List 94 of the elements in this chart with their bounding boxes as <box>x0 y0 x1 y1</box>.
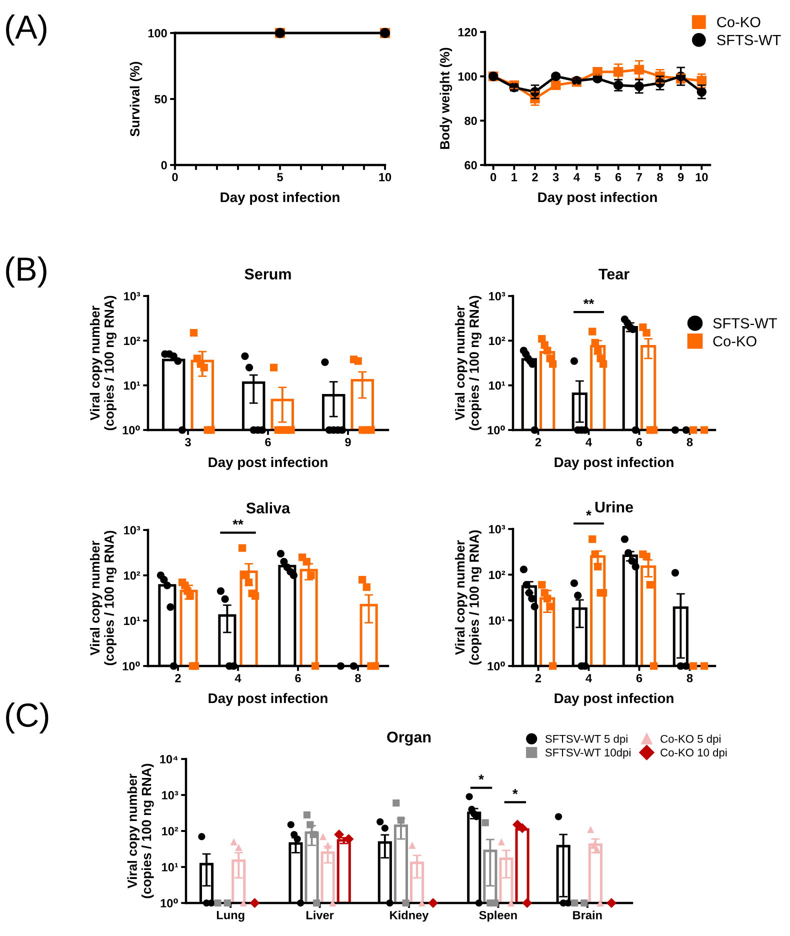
x-axis-title: Day post infection <box>208 456 328 470</box>
x-tick-label: 3 <box>184 438 191 446</box>
chart-title: Tear <box>598 268 630 280</box>
y-tick-label: 10⁰ <box>160 898 178 908</box>
y-tick-label: 10² <box>124 571 140 580</box>
legend-label: SFTSV-WT 10dpi <box>545 748 630 759</box>
x-tick-label: 4 <box>586 674 592 682</box>
x-tick-label: 4 <box>234 674 242 682</box>
y-tick-label: 10¹ <box>162 863 178 872</box>
x-tick-label: Brain <box>573 910 602 920</box>
y-tick-label: 0 <box>161 161 167 170</box>
y-axis-title: Viral copy number (copies / 100 ng RNA) <box>454 296 482 430</box>
y-axis-title: Viral copy number (copies / 100 ng RNA) <box>90 296 117 430</box>
x-axis-title: Day post infection <box>554 692 674 706</box>
y-tick-label: 80 <box>464 116 477 126</box>
x-tick-label: 5 <box>277 173 283 182</box>
x-tick-label: Spleen <box>479 910 517 922</box>
legend-label: Co-KO 10 dpi <box>660 748 727 759</box>
x-tick-label: 5 <box>594 173 600 182</box>
legend-label: Co-KO <box>713 336 756 346</box>
x-axis-title: Day post infection <box>554 456 674 470</box>
x-tick-label: 2 <box>535 674 542 682</box>
x-tick-label: 6 <box>295 674 301 682</box>
y-tick-label: 10¹ <box>124 616 140 626</box>
chart-title: Saliva <box>246 502 290 514</box>
x-tick-label: 8 <box>686 674 693 682</box>
chart-title: Serum <box>244 268 291 280</box>
y-tick-label: 50 <box>154 95 167 104</box>
y-tick-label: 60 <box>464 161 477 170</box>
text: (A) <box>6 14 46 46</box>
x-axis-title: Day post infection <box>538 192 657 205</box>
x-tick-label: 4 <box>574 173 580 182</box>
y-tick-label: 10⁴ <box>160 755 178 764</box>
x-tick-label: 7 <box>636 173 642 182</box>
y-tick-label: 10¹ <box>124 381 140 390</box>
y-tick-label: 10³ <box>124 526 140 534</box>
x-tick-label: 6 <box>636 438 642 446</box>
text: * <box>586 510 592 516</box>
legend-label: Co-KO 5 dpi <box>660 734 720 745</box>
x-tick-label: 3 <box>552 172 559 182</box>
y-tick-label: 10³ <box>124 292 140 300</box>
x-tick-label: 4 <box>586 438 592 446</box>
chart-title: Urine <box>595 501 634 512</box>
x-tick-label: 2 <box>175 674 181 682</box>
y-tick-label: 10¹ <box>489 616 505 625</box>
annotation: * <box>478 774 484 780</box>
text: (B) <box>6 256 46 288</box>
x-tick-label: 6 <box>265 438 271 446</box>
x-tick-label: 10 <box>379 172 392 182</box>
y-tick-label: 10³ <box>489 292 506 300</box>
y-axis-title: Body weight (%) <box>440 48 452 149</box>
x-tick-label: 8 <box>355 674 361 682</box>
x-tick-label: Liver <box>306 910 334 920</box>
x-tick-label: 9 <box>345 438 351 446</box>
y-axis-title: Viral copy number (copies / 100 ng RNA) <box>127 764 154 898</box>
y-tick-label: 10² <box>124 336 140 346</box>
y-tick-label: 10² <box>489 336 506 346</box>
x-tick-label: 10 <box>696 172 708 182</box>
legend-label: SFTS-WT <box>717 34 781 46</box>
text: (C) <box>6 702 48 734</box>
y-tick-label: 10⁰ <box>488 426 505 434</box>
x-tick-label: 2 <box>535 438 542 446</box>
y-tick-label: 10² <box>162 827 178 836</box>
x-axis-title: Day post infection <box>208 692 328 706</box>
y-tick-label: 120 <box>458 28 477 36</box>
x-axis-title: Day post infection <box>220 192 340 205</box>
y-tick-label: 100 <box>458 72 477 81</box>
text: ** <box>232 520 244 525</box>
legend-label: SFTSV-WT 5 dpi <box>545 734 628 745</box>
x-tick-label: 6 <box>636 674 642 682</box>
annotation: * <box>512 789 518 794</box>
legend-label: SFTS-WT <box>713 318 777 328</box>
x-tick-label: 6 <box>615 172 622 182</box>
x-tick-label: Kidney <box>390 910 429 922</box>
y-tick-label: 100 <box>148 29 167 38</box>
y-tick-label: 10⁰ <box>122 426 140 434</box>
y-tick-label: 10⁰ <box>122 662 140 670</box>
x-tick-label: Lung <box>216 911 244 922</box>
y-tick-label: 10⁰ <box>488 662 505 670</box>
x-tick-label: 8 <box>686 438 693 446</box>
y-tick-label: 10¹ <box>489 381 505 390</box>
x-tick-label: 9 <box>678 172 684 182</box>
y-axis-title: Viral copy number (copies / 100 ng RNA) <box>90 530 117 666</box>
legend-label: Co-KO <box>717 16 760 28</box>
y-axis-title: Viral copy number (copies / 100 ng RNA) <box>454 530 482 665</box>
y-tick-label: 10³ <box>162 791 178 800</box>
chart-title: Organ <box>387 732 431 746</box>
x-tick-label: 2 <box>532 172 538 182</box>
y-tick-label: 10³ <box>489 525 506 534</box>
y-tick-label: 10² <box>489 570 506 580</box>
x-tick-label: 8 <box>657 172 663 182</box>
annotation: ** <box>583 298 594 304</box>
y-axis-title: Survival (%) <box>130 62 142 136</box>
x-tick-label: 1 <box>512 173 518 182</box>
